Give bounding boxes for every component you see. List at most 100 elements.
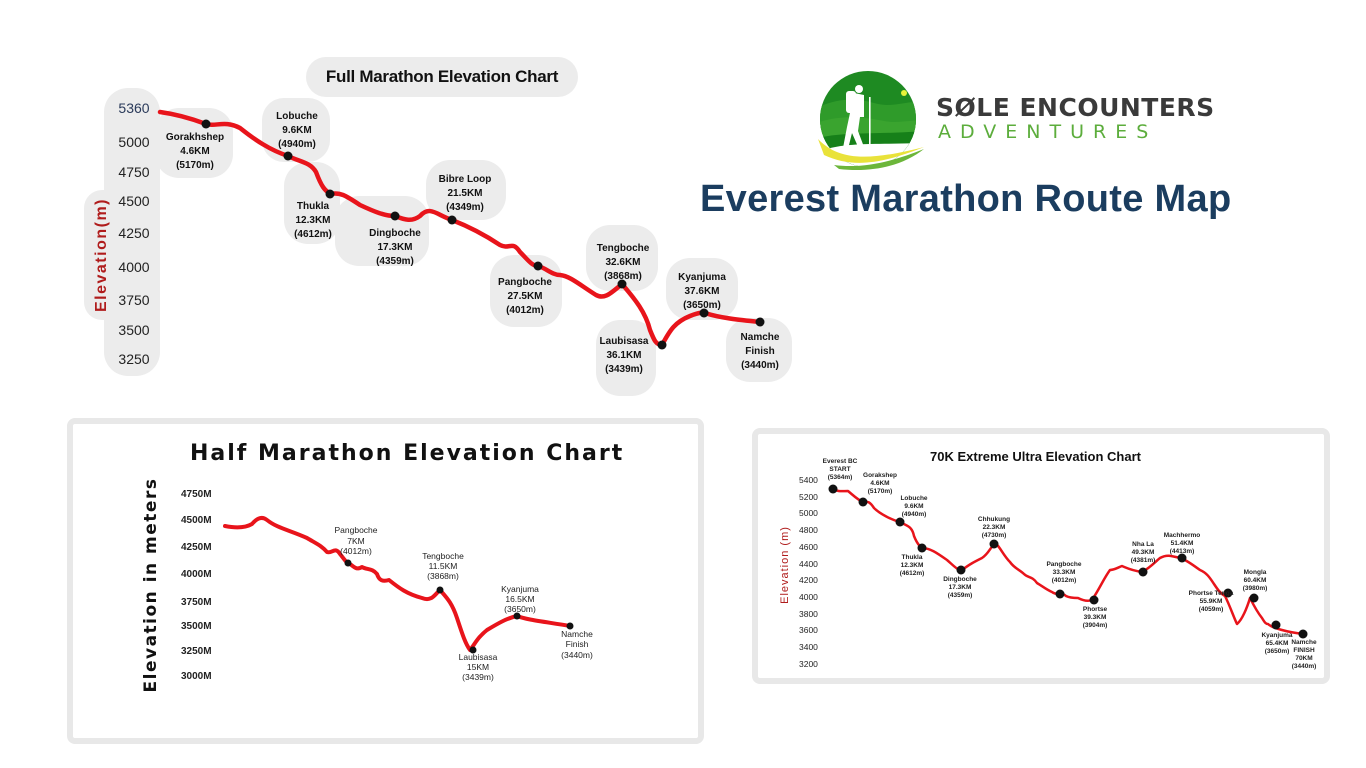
- brand-logo: [814, 69, 924, 173]
- svg-text:(4612m): (4612m): [294, 229, 332, 240]
- svg-text:Machhermo: Machhermo: [1164, 532, 1201, 539]
- svg-text:Bibre Loop: Bibre Loop: [439, 174, 492, 185]
- svg-text:(4012m): (4012m): [340, 546, 372, 556]
- svg-text:Everest BC: Everest BC: [823, 458, 858, 465]
- svg-text:5360: 5360: [118, 100, 149, 116]
- svg-text:(3904m): (3904m): [1083, 622, 1108, 629]
- half-marathon-plot: Elevation in meters 4750M 4500M 4250M 40…: [141, 478, 593, 693]
- svg-text:Phortse: Phortse: [1083, 606, 1108, 613]
- svg-text:3800: 3800: [799, 609, 818, 619]
- svg-text:11.5KM: 11.5KM: [429, 561, 458, 571]
- svg-text:3500M: 3500M: [181, 621, 212, 632]
- half-route-markers: [344, 559, 574, 654]
- half-y-axis-label: Elevation in meters: [141, 478, 161, 693]
- svg-text:4500: 4500: [118, 193, 149, 209]
- svg-text:4.6KM: 4.6KM: [870, 480, 889, 487]
- svg-text:3750M: 3750M: [181, 597, 212, 608]
- svg-text:22.3KM: 22.3KM: [983, 524, 1006, 531]
- svg-text:4250: 4250: [118, 225, 149, 241]
- svg-text:(3440m): (3440m): [741, 360, 779, 371]
- marker-kyanjuma: [1271, 620, 1281, 630]
- svg-text:16.5KM: 16.5KM: [505, 594, 534, 604]
- svg-text:(3439m): (3439m): [462, 672, 494, 682]
- svg-text:3400: 3400: [799, 642, 818, 652]
- marker-tengboche: [617, 279, 627, 289]
- svg-text:3600: 3600: [799, 625, 818, 635]
- ultra-panel: [752, 428, 1330, 684]
- marker-laubisasa: [469, 646, 477, 654]
- svg-text:Finish: Finish: [745, 346, 774, 357]
- full-y-axis-label: Elevation(m): [93, 198, 110, 312]
- svg-text:Thukla: Thukla: [297, 201, 330, 212]
- marker-lobuche: [895, 517, 905, 527]
- full-marathon-plot: 5360 5000 4750 4500 4250 4000 3750 3500 …: [84, 88, 792, 396]
- svg-text:Kyanjuma: Kyanjuma: [678, 272, 726, 283]
- svg-text:Lobuche: Lobuche: [900, 495, 927, 502]
- marker-tengboche: [436, 586, 444, 594]
- marker-pangboche: [344, 559, 352, 567]
- svg-text:32.6KM: 32.6KM: [605, 257, 640, 268]
- half-marathon-title: Half Marathon Elevation Chart: [190, 441, 625, 466]
- marker-kyanjuma: [513, 612, 521, 620]
- svg-text:(4413m): (4413m): [1170, 548, 1195, 555]
- ultra-point-labels: Everest BC START (5364m) Gorakshep 4.6KM…: [823, 458, 1317, 670]
- svg-text:33.3KM: 33.3KM: [1053, 569, 1076, 576]
- svg-text:Pangboche: Pangboche: [498, 277, 552, 288]
- svg-text:4500M: 4500M: [181, 515, 212, 526]
- marker-pangboche: [1055, 589, 1065, 599]
- svg-text:Thukla: Thukla: [902, 554, 923, 561]
- svg-text:START: START: [829, 466, 850, 473]
- marker-machhermo: [1177, 553, 1187, 563]
- svg-text:Tengboche: Tengboche: [422, 551, 464, 561]
- svg-text:Dingboche: Dingboche: [943, 576, 977, 583]
- svg-text:(4381m): (4381m): [1131, 557, 1156, 564]
- page-title: Everest Marathon Route Map: [700, 178, 1232, 220]
- full-point-labels: Gorakhshep 4.6KM (5170m) Lobuche 9.6KM (…: [166, 111, 780, 375]
- svg-text:51.4KM: 51.4KM: [1171, 540, 1194, 547]
- marker-lobuche: [283, 151, 293, 161]
- svg-text:3250M: 3250M: [181, 646, 212, 657]
- svg-text:36.1KM: 36.1KM: [606, 350, 641, 361]
- ultra-route-markers: [828, 484, 1308, 639]
- svg-text:(3868m): (3868m): [427, 571, 459, 581]
- svg-text:Namche: Namche: [1291, 639, 1317, 646]
- marker-gorakshep: [858, 497, 868, 507]
- full-y-ticks: 5360 5000 4750 4500 4250 4000 3750 3500 …: [118, 100, 149, 367]
- svg-text:55.9KM: 55.9KM: [1200, 598, 1223, 605]
- marker-phortse: [1089, 595, 1099, 605]
- full-route-line: [157, 109, 763, 348]
- svg-text:Pangboche: Pangboche: [334, 525, 377, 535]
- svg-text:5200: 5200: [799, 492, 818, 502]
- svg-text:(4730m): (4730m): [982, 532, 1007, 539]
- full-route-markers: [201, 119, 765, 350]
- svg-text:Gorakshep: Gorakshep: [863, 472, 897, 479]
- svg-text:12.3KM: 12.3KM: [295, 215, 330, 226]
- svg-text:(3650m): (3650m): [504, 604, 536, 614]
- svg-text:17.3KM: 17.3KM: [377, 242, 412, 253]
- svg-text:Namche: Namche: [561, 629, 593, 639]
- svg-text:3250: 3250: [118, 351, 149, 367]
- svg-text:Laubisasa: Laubisasa: [600, 336, 649, 347]
- marker-laubisasa: [657, 340, 667, 350]
- svg-text:FINISH: FINISH: [1293, 647, 1315, 654]
- marker-bibre-loop: [447, 215, 457, 225]
- svg-text:4750: 4750: [118, 164, 149, 180]
- half-route-line: [223, 515, 572, 652]
- svg-text:(3440m): (3440m): [1292, 663, 1317, 670]
- svg-text:4000M: 4000M: [181, 569, 212, 580]
- marker-phortse-tenga: [1223, 588, 1233, 598]
- svg-text:4800: 4800: [799, 525, 818, 535]
- svg-text:5000: 5000: [118, 134, 149, 150]
- marker-dingboche: [956, 565, 966, 575]
- svg-text:65.4KM: 65.4KM: [1266, 640, 1289, 647]
- ultra-y-axis-label: Elevation (m): [779, 526, 791, 604]
- svg-text:9.6KM: 9.6KM: [282, 125, 311, 136]
- svg-text:(4359m): (4359m): [948, 592, 973, 599]
- half-y-ticks: 4750M 4500M 4250M 4000M 3750M 3500M 3250…: [181, 489, 212, 682]
- marker-namche: [755, 317, 765, 327]
- svg-text:12.3KM: 12.3KM: [901, 562, 924, 569]
- brand-subtitle: ADVENTURES: [938, 121, 1158, 143]
- svg-text:Chhukung: Chhukung: [978, 516, 1010, 523]
- marker-everest-bc: [828, 484, 838, 494]
- svg-text:4250M: 4250M: [181, 542, 212, 553]
